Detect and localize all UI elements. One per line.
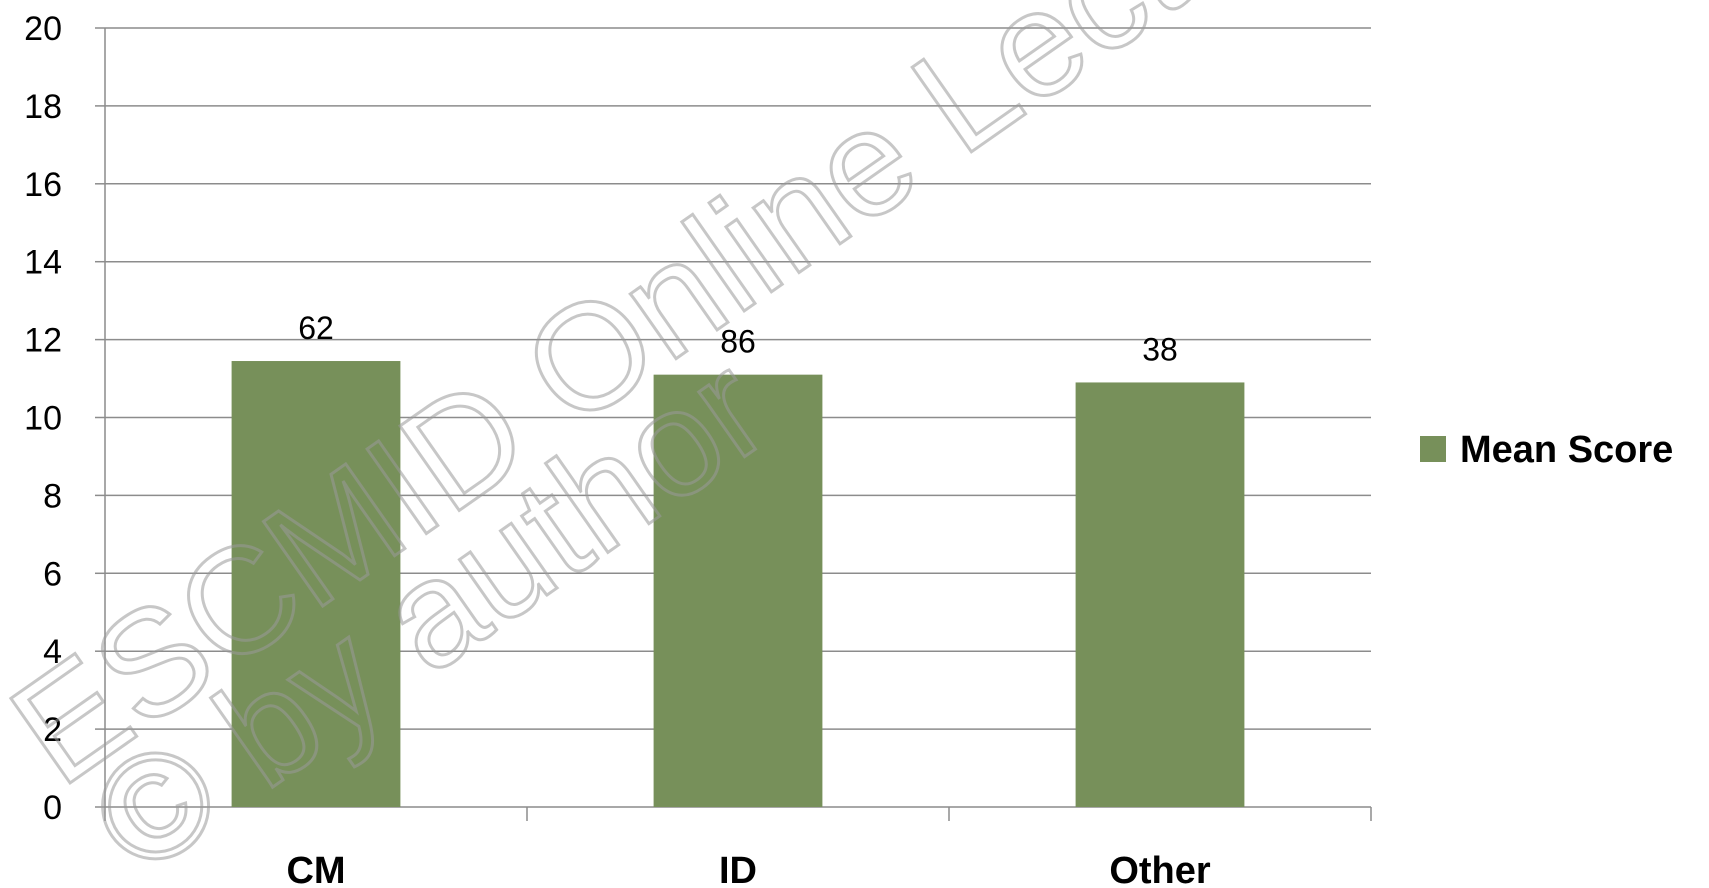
bars [231, 361, 1245, 807]
y-tick-label: 14 [24, 244, 62, 282]
labels: 0 2 4 6 8 10 12 14 16 18 20 62 CM 86 ID 38 Other [24, 10, 1211, 888]
y-tick-label: 20 [24, 10, 62, 48]
y-tick-label: 4 [43, 633, 62, 671]
data-label: 38 [1142, 331, 1178, 367]
y-tick-label: 12 [24, 322, 62, 360]
y-tick-label: 16 [24, 166, 62, 204]
data-label: 86 [720, 324, 756, 360]
y-tick-label: 0 [43, 789, 62, 827]
legend-label: Mean Score [1460, 429, 1673, 471]
y-tick-label: 18 [24, 88, 62, 126]
y-tick-label: 6 [43, 555, 62, 593]
bar-id [653, 374, 823, 807]
bar-cm [231, 361, 401, 807]
x-category-label: Other [1109, 850, 1211, 888]
legend: Mean Score [1420, 429, 1673, 471]
x-category-label: ID [719, 850, 757, 888]
y-tick-label: 8 [43, 477, 62, 515]
x-category-label: CM [286, 850, 345, 888]
y-tick-label: 10 [24, 400, 62, 438]
bar-other [1075, 382, 1245, 807]
legend-swatch [1420, 436, 1446, 462]
y-tick-label: 2 [43, 711, 62, 749]
data-label: 62 [298, 310, 334, 346]
